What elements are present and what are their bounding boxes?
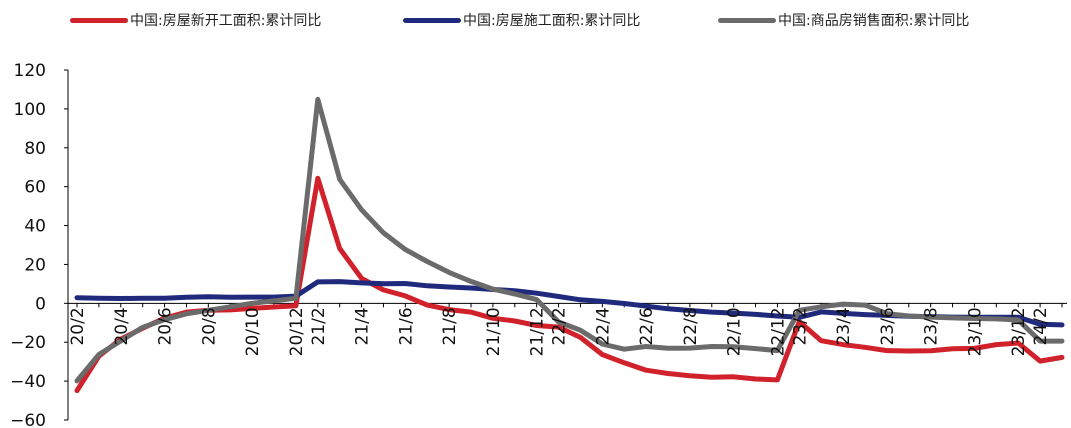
- x-tick-labels: 20/2 20/4 20/6 20/8 20/10 20/12 21/2 21/4 21/6 21…: [68, 307, 1051, 356]
- series-line-0: [74, 175, 1065, 394]
- legend-swatch-sales: [718, 17, 776, 23]
- x-tick-label: 23/6: [878, 307, 898, 345]
- x-tick-label: 22/2: [550, 307, 570, 345]
- legend-swatch-under-construction: [403, 17, 461, 23]
- x-tick-label: 23/12: [1009, 307, 1029, 356]
- y-tick-label: 60: [24, 178, 46, 198]
- y-tick-label: 80: [24, 139, 46, 159]
- y-tick-label: 40: [24, 217, 46, 237]
- x-tick-label: 20/4: [112, 307, 132, 345]
- legend-label-new-construction: 中国:房屋新开工面积:累计同比: [130, 13, 322, 29]
- legend-swatch-new-construction: [70, 17, 128, 23]
- x-tick-label: 21/8: [440, 307, 460, 345]
- legend-item-under-construction: 中国:房屋施工面积:累计同比: [403, 10, 640, 30]
- x-tick-label: 20/2: [68, 307, 88, 345]
- axes: 120 100 80 60 40 20 0 −20 −40 −60: [10, 61, 1067, 428]
- x-tick-label: 23/2: [790, 307, 810, 345]
- x-tick-label: 24/2: [1031, 307, 1051, 345]
- x-tick-label: 20/12: [287, 307, 307, 356]
- x-tick-label: 23/8: [922, 307, 942, 345]
- x-tick-label: 21/4: [353, 307, 373, 345]
- legend-item-sales: 中国:商品房销售面积:累计同比: [718, 10, 969, 30]
- x-tick-label: 22/8: [681, 307, 701, 345]
- y-tick-label: −20: [10, 333, 46, 353]
- x-tick-label: 23/4: [834, 307, 854, 345]
- x-tick-label: 20/6: [156, 307, 176, 345]
- x-tick-label: 20/10: [243, 307, 263, 356]
- y-tick-label: −60: [10, 411, 46, 428]
- y-tick-label: 100: [14, 100, 46, 120]
- x-tick-label: 21/2: [309, 307, 329, 345]
- x-tick-label: 23/10: [965, 307, 985, 356]
- legend: 中国:房屋新开工面积:累计同比 中国:房屋施工面积:累计同比 中国:商品房销售面…: [0, 10, 1071, 34]
- x-tick-label: 22/6: [637, 307, 657, 345]
- x-tick-label: 21/12: [528, 307, 548, 356]
- y-tick-label: 0: [35, 294, 46, 314]
- series-line-2: [74, 96, 1065, 384]
- x-tick-label: 22/10: [725, 307, 745, 356]
- x-tick-label: 21/10: [484, 307, 504, 356]
- x-tick-label: 22/12: [768, 307, 788, 356]
- series-layer: [74, 96, 1065, 394]
- legend-item-new-construction: 中国:房屋新开工面积:累计同比: [70, 10, 321, 30]
- legend-label-under-construction: 中国:房屋施工面积:累计同比: [463, 13, 641, 29]
- y-tick-label: −40: [10, 372, 46, 392]
- x-tick-label: 22/4: [593, 307, 613, 345]
- y-tick-label: 20: [24, 255, 46, 275]
- legend-label-sales: 中国:商品房销售面积:累计同比: [778, 13, 970, 29]
- x-tick-label: 21/6: [396, 307, 416, 345]
- y-tick-label: 120: [14, 61, 46, 81]
- x-tick-label: 20/8: [199, 307, 219, 345]
